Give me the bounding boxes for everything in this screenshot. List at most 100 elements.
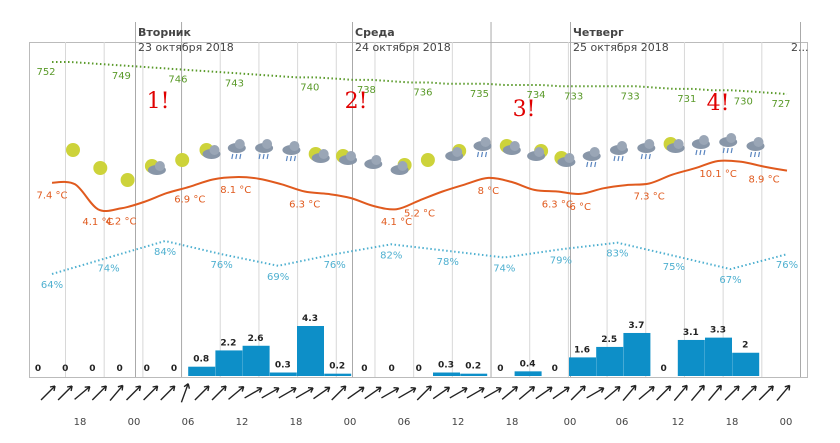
wind-arrow xyxy=(449,387,468,399)
wind-arrow-shaft xyxy=(194,385,210,401)
cloud-shape xyxy=(509,141,520,151)
sun-cloud-icon xyxy=(336,149,357,165)
wind-arrow xyxy=(501,385,518,400)
pressure-label: 746 xyxy=(168,75,187,86)
wind-arrow-head xyxy=(220,385,227,392)
wind-arrow-head xyxy=(49,385,56,392)
pressure-label: 738 xyxy=(357,85,376,96)
humidity-label: 76% xyxy=(324,260,346,271)
pressure-label: 733 xyxy=(621,91,640,102)
wind-arrow-head xyxy=(426,385,432,392)
rain-drops xyxy=(239,153,242,160)
rain-drops xyxy=(695,149,698,156)
rain-drops xyxy=(722,147,725,154)
wind-arrow xyxy=(690,384,705,402)
temperature-label: 10.1 °C xyxy=(699,169,736,180)
pressure-label: 735 xyxy=(470,89,489,100)
precipitation-bar xyxy=(188,366,216,376)
temperature-label: 8.9 °C xyxy=(748,175,779,186)
wind-arrow-head xyxy=(183,383,191,389)
humidity-label: 83% xyxy=(606,249,628,260)
wind-arrow xyxy=(586,387,605,399)
wind-arrow-head xyxy=(152,385,159,392)
wind-arrow-shaft xyxy=(656,385,672,401)
wind-arrow xyxy=(673,384,688,402)
time-axis-label: 18 xyxy=(290,417,303,428)
wind-arrow-shaft xyxy=(126,385,141,401)
wind-arrow-shaft xyxy=(295,387,314,399)
precipitation-label: 0.2 xyxy=(329,362,345,372)
pressure-label: 736 xyxy=(413,87,432,98)
humidity-label: 84% xyxy=(154,247,176,258)
humidity-line xyxy=(51,239,788,275)
wind-arrow-head xyxy=(273,387,280,393)
wind-arrow-head xyxy=(203,385,210,392)
wind-arrow xyxy=(758,385,774,401)
wind-arrow xyxy=(295,387,314,399)
wind-arrow-head xyxy=(307,387,314,393)
wind-arrow-shaft xyxy=(501,386,518,400)
cloud-shape xyxy=(452,147,463,157)
cloud-rain-icon xyxy=(227,139,246,160)
wind-arrow-head xyxy=(579,385,586,392)
wind-arrow-shaft xyxy=(622,384,637,402)
wind-arrow-head xyxy=(117,384,124,391)
wind-arrow-shaft xyxy=(432,386,450,400)
precipitation-label: 0 xyxy=(35,364,41,374)
humidity-label: 64% xyxy=(41,280,63,291)
cloud-sun-icon xyxy=(390,158,412,175)
rain-drops xyxy=(266,153,269,160)
sun-icon xyxy=(66,143,80,157)
wind-arrow xyxy=(604,385,621,400)
day-date-label: 23 октября 2018 xyxy=(138,41,234,54)
wind-arrow xyxy=(244,387,263,399)
wind-arrow-shaft xyxy=(449,387,468,399)
rain-drops xyxy=(749,151,753,158)
day-name-label: Вторник xyxy=(138,26,191,39)
wind-arrow-head xyxy=(546,386,553,393)
wind-arrow xyxy=(180,383,191,403)
precipitation-bar xyxy=(514,371,542,376)
cloud-shape xyxy=(154,161,165,171)
cloud-rain-icon xyxy=(582,147,601,168)
wind-arrow-head xyxy=(563,386,570,393)
precipitation-bar xyxy=(269,372,297,376)
wind-arrow xyxy=(570,385,586,401)
precipitation-label: 3.1 xyxy=(683,328,699,338)
wind-arrow-head xyxy=(66,385,73,392)
sun-shape xyxy=(175,153,190,167)
wind-arrow xyxy=(398,387,417,399)
wind-arrow xyxy=(109,384,124,402)
cloud-rain-icon xyxy=(282,141,301,162)
humidity-label: 76% xyxy=(776,260,798,271)
rain-drops xyxy=(258,153,261,160)
day-name-label: Среда xyxy=(355,26,395,39)
cloud-rain-icon xyxy=(746,137,765,158)
wind-arrow-shaft xyxy=(638,386,655,400)
wind-arrow xyxy=(518,385,536,400)
time-axis-label: 06 xyxy=(616,417,629,428)
temperature-label: 6.9 °C xyxy=(174,195,205,206)
cloud-rain-icon xyxy=(691,135,710,156)
cloud-sun-icon xyxy=(445,144,467,161)
wind-arrow-shaft xyxy=(261,387,280,399)
wind-arrow-head xyxy=(496,387,502,393)
wind-arrow xyxy=(708,384,722,402)
wind-arrow xyxy=(483,387,502,399)
rain-drops xyxy=(703,149,706,156)
wind-arrow-head xyxy=(340,385,347,392)
wind-arrow-shaft xyxy=(741,385,757,401)
wind-arrow-head xyxy=(375,386,382,393)
wind-arrow-shaft xyxy=(57,385,73,401)
time-axis-label: 12 xyxy=(236,417,249,428)
wind-arrow-shaft xyxy=(535,386,553,400)
humidity-label: 74% xyxy=(97,264,119,275)
sun-icon xyxy=(175,153,190,167)
wind-arrow xyxy=(278,387,297,399)
wind-arrow-head xyxy=(444,386,451,393)
wind-arrow xyxy=(724,385,740,401)
precipitation-label: 0 xyxy=(116,364,122,374)
rain-drops xyxy=(484,151,488,158)
humidity-label: 79% xyxy=(550,255,572,266)
rain-drops xyxy=(285,155,288,162)
